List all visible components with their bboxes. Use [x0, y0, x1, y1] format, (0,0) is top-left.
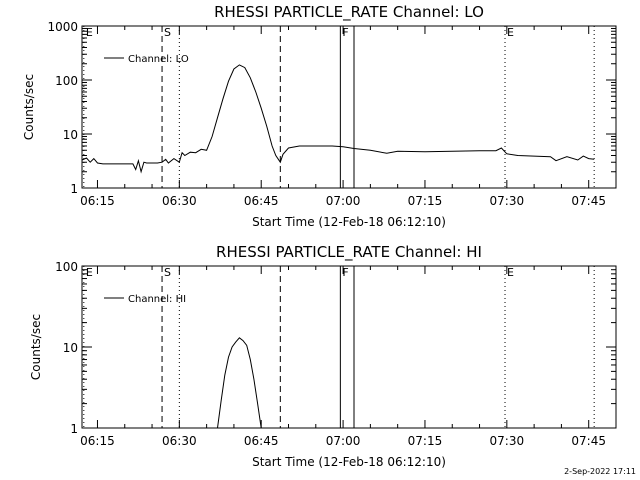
lo-x-tick-label: 06:15 — [80, 194, 115, 208]
lo-y-tick-label: 10 — [63, 128, 78, 142]
lo-chart-title: RHESSI PARTICLE_RATE Channel: LO — [214, 3, 484, 22]
hi-marker-label: S — [164, 266, 171, 279]
hi-x-tick-label: 06:15 — [80, 434, 115, 448]
lo-y-tick-label: 100 — [55, 74, 78, 88]
hi-x-tick-label: 07:30 — [490, 434, 525, 448]
lo-x-tick-label: 07:15 — [408, 194, 443, 208]
hi-series-layer — [217, 337, 262, 429]
lo-marker-label: E — [86, 26, 93, 39]
lo-legend: Channel: LO — [104, 54, 189, 65]
hi-x-axis-label: Start Time (12-Feb-18 06:12:10) — [252, 455, 446, 469]
hi-x-tick-label: 07:00 — [326, 434, 361, 448]
lo-y-ticks: 1 10 100 1000 — [47, 20, 616, 196]
lo-y-axis-label: Counts/sec — [22, 74, 36, 140]
hi-y-tick-label: 100 — [55, 260, 78, 274]
hi-y-tick-label: 10 — [63, 341, 78, 355]
lo-x-ticks: 06:15 06:30 06:45 07:00 07:15 07:30 07:45 — [80, 26, 617, 208]
lo-y-tick-label: 1000 — [47, 20, 78, 34]
hi-x-tick-label: 07:15 — [408, 434, 443, 448]
timestamp-footer: 2-Sep-2022 17:11 — [564, 467, 636, 476]
hi-marker-label: F — [342, 266, 348, 279]
hi-channel-panel: RHESSI PARTICLE_RATE Channel: HI Start T… — [29, 243, 617, 469]
hi-marker-label: E — [507, 266, 514, 279]
hi-x-tick-label: 06:30 — [162, 434, 197, 448]
hi-x-ticks: 06:15 06:30 06:45 07:00 07:15 07:30 07:45 — [80, 266, 617, 448]
hi-marker-label: E — [86, 266, 93, 279]
hi-chart-title: RHESSI PARTICLE_RATE Channel: HI — [216, 243, 482, 262]
lo-series-line — [81, 64, 595, 174]
hi-x-tick-label: 06:45 — [244, 434, 279, 448]
hi-legend-label: Channel: HI — [128, 294, 186, 305]
lo-x-tick-label: 06:30 — [162, 194, 197, 208]
hi-y-tick-label: 1 — [70, 422, 78, 436]
lo-y-tick-label: 1 — [70, 182, 78, 196]
lo-marker-label: S — [164, 26, 171, 39]
hi-y-ticks: 1 10 100 — [55, 260, 616, 436]
lo-series-layer — [81, 64, 595, 174]
lo-channel-panel: RHESSI PARTICLE_RATE Channel: LO Start T… — [22, 3, 617, 229]
hi-x-tick-label: 07:45 — [571, 434, 606, 448]
lo-plot-frame — [81, 25, 617, 189]
lo-x-tick-label: 07:30 — [490, 194, 525, 208]
lo-marker-label: E — [507, 26, 514, 39]
lo-x-axis-label: Start Time (12-Feb-18 06:12:10) — [252, 215, 446, 229]
lo-legend-label: Channel: LO — [128, 54, 189, 65]
hi-legend: Channel: HI — [104, 294, 186, 305]
hi-series-line — [217, 337, 262, 429]
lo-marker-label: F — [342, 26, 348, 39]
lo-x-tick-label: 07:45 — [571, 194, 606, 208]
lo-x-tick-label: 07:00 — [326, 194, 361, 208]
lo-x-tick-label: 06:45 — [244, 194, 279, 208]
hi-y-axis-label: Counts/sec — [29, 314, 43, 380]
